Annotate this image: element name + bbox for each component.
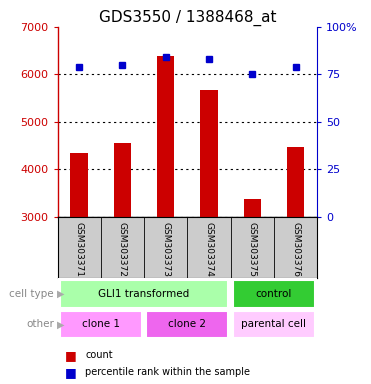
- Bar: [287, 147, 304, 217]
- Text: GSM303376: GSM303376: [291, 222, 300, 277]
- Text: ▶: ▶: [57, 289, 64, 299]
- Bar: [114, 143, 131, 217]
- Bar: [146, 311, 229, 338]
- Bar: [233, 280, 315, 308]
- Text: ■: ■: [65, 366, 77, 379]
- Text: GSM303374: GSM303374: [204, 222, 213, 277]
- Bar: [244, 199, 261, 217]
- Bar: [60, 280, 229, 308]
- Text: other: other: [26, 319, 54, 329]
- Text: cell type: cell type: [9, 289, 54, 299]
- Bar: [60, 311, 142, 338]
- Text: clone 1: clone 1: [82, 319, 120, 329]
- Text: GSM303371: GSM303371: [75, 222, 83, 277]
- Text: count: count: [85, 350, 113, 360]
- Bar: [233, 311, 315, 338]
- Text: ▶: ▶: [57, 319, 64, 329]
- Text: GSM303373: GSM303373: [161, 222, 170, 277]
- Text: GSM303372: GSM303372: [118, 222, 127, 277]
- Bar: [157, 56, 174, 217]
- Bar: [200, 89, 218, 217]
- Text: GLI1 transformed: GLI1 transformed: [98, 289, 190, 299]
- Text: percentile rank within the sample: percentile rank within the sample: [85, 367, 250, 377]
- Text: clone 2: clone 2: [168, 319, 206, 329]
- Text: control: control: [256, 289, 292, 299]
- Text: ■: ■: [65, 349, 77, 362]
- Bar: [70, 153, 88, 217]
- Text: parental cell: parental cell: [242, 319, 306, 329]
- Title: GDS3550 / 1388468_at: GDS3550 / 1388468_at: [99, 9, 276, 25]
- Text: GSM303375: GSM303375: [248, 222, 257, 277]
